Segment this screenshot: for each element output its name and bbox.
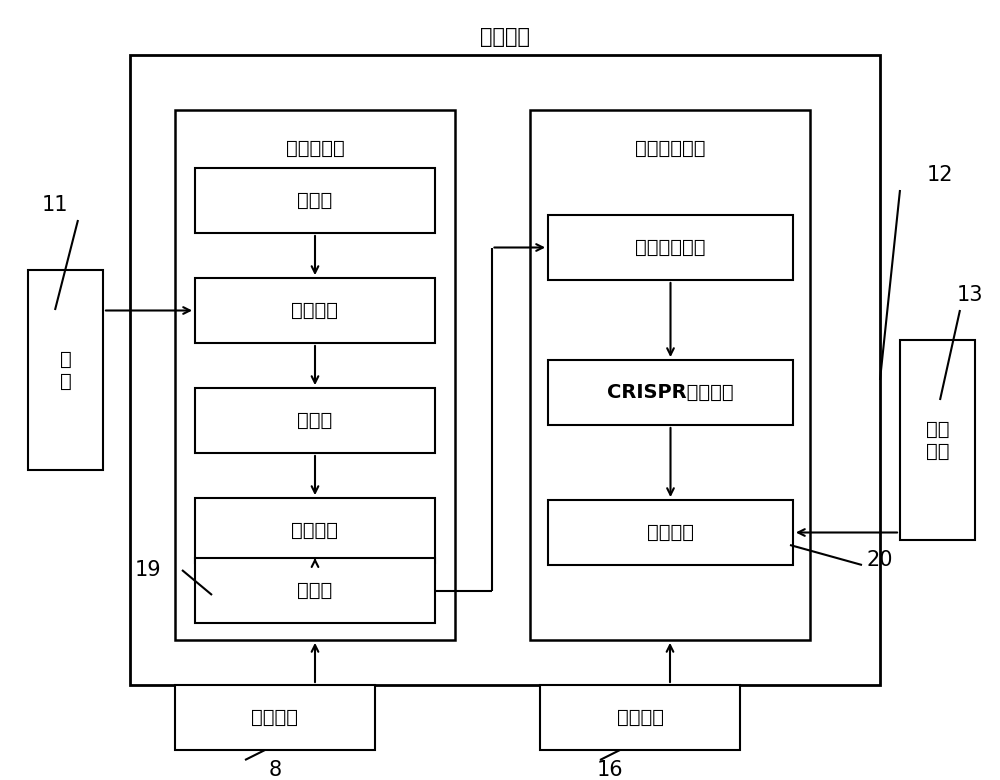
Text: 隔离通道: 隔离通道 [292, 521, 338, 540]
Text: 20: 20 [867, 550, 893, 570]
Text: 洗脱池: 洗脱池 [297, 581, 333, 600]
Bar [548, 500, 793, 565]
Text: 传感区域: 传感区域 [647, 523, 694, 542]
Text: 12: 12 [927, 165, 953, 185]
Bar [175, 685, 375, 750]
Text: 清洗池: 清洗池 [297, 411, 333, 430]
Text: CRISPR反应区域: CRISPR反应区域 [607, 383, 734, 402]
Text: 振动模块: 振动模块 [252, 708, 298, 727]
Text: 磁
铁: 磁 铁 [60, 349, 71, 391]
Text: 裂解池: 裂解池 [297, 191, 333, 210]
Bar [130, 55, 880, 685]
Bar [540, 685, 740, 750]
Bar [195, 168, 435, 233]
Text: 16: 16 [597, 760, 623, 780]
Bar [195, 388, 435, 453]
Text: 8: 8 [268, 760, 282, 780]
Bar [900, 340, 975, 540]
Bar [530, 110, 810, 640]
Bar [195, 278, 435, 343]
Bar [28, 270, 103, 470]
Text: 隔离通道: 隔离通道 [292, 301, 338, 320]
Text: 控温模块: 控温模块 [616, 708, 664, 727]
Text: 核酸扩增区域: 核酸扩增区域 [635, 238, 706, 257]
Bar [548, 360, 793, 425]
Text: 19: 19 [135, 560, 161, 580]
Bar [195, 558, 435, 623]
Text: 液滴驱动模块: 液滴驱动模块 [635, 139, 705, 158]
Text: 通道微流控: 通道微流控 [286, 139, 344, 158]
Text: 检测芯片: 检测芯片 [480, 27, 530, 47]
Text: 13: 13 [957, 285, 983, 305]
Bar [195, 498, 435, 563]
Bar [175, 110, 455, 640]
Text: 传感
模块: 传感 模块 [926, 420, 949, 460]
Text: 11: 11 [42, 195, 68, 215]
Bar [548, 215, 793, 280]
